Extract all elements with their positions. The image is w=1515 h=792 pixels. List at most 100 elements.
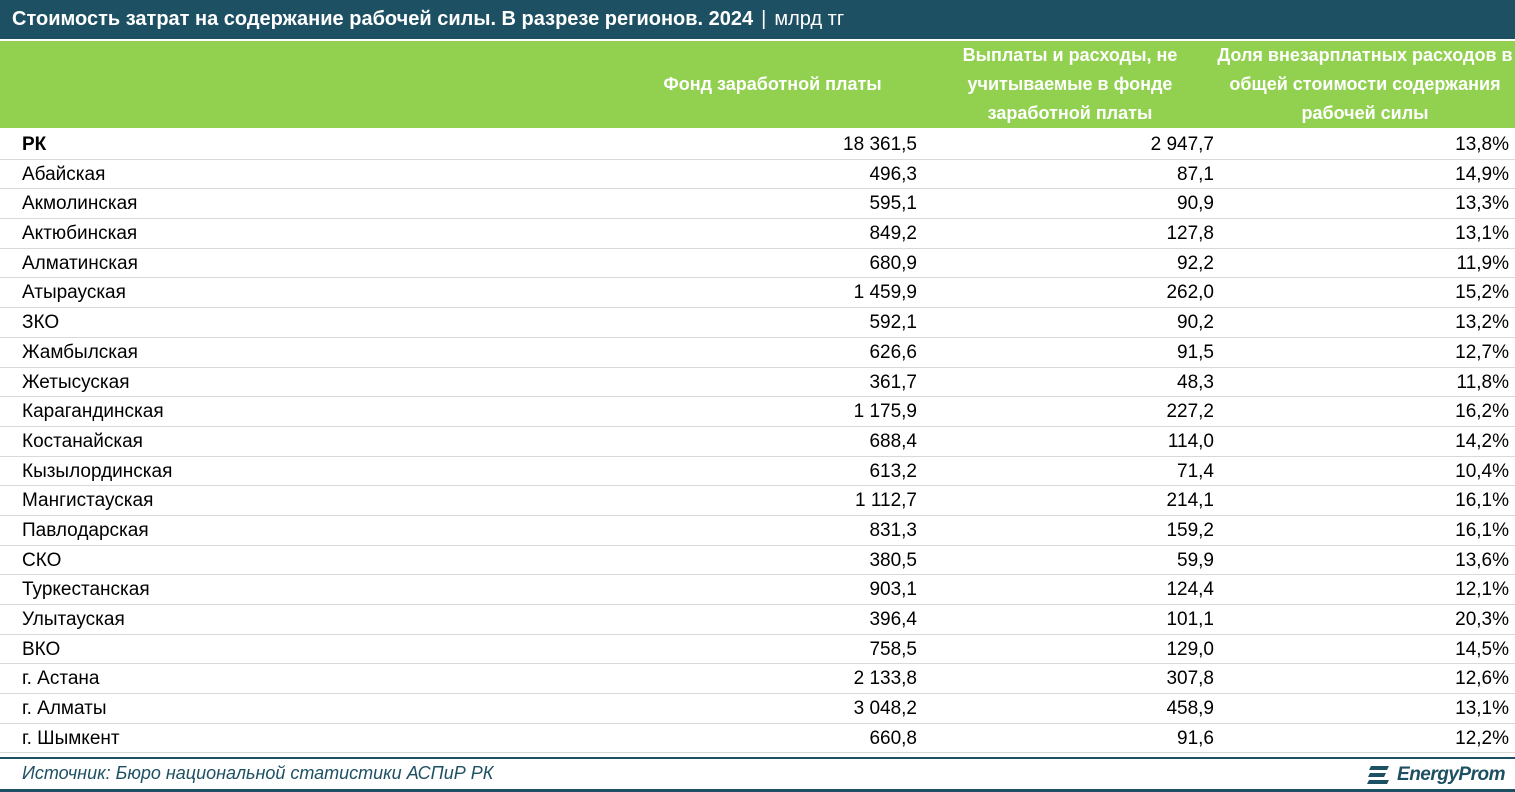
table-row: ЗКО 592,1 90,2 13,2%	[0, 308, 1515, 338]
non-wage-share-cell: 13,1%	[1455, 698, 1509, 720]
wage-fund-cell: 3 048,2	[853, 698, 917, 720]
wage-fund-cell: 660,8	[869, 727, 917, 749]
non-wage-payments-cell: 458,9	[1166, 698, 1214, 720]
table-row: Алматинская 680,9 92,2 11,9%	[0, 249, 1515, 279]
non-wage-share-cell: 13,8%	[1455, 134, 1509, 155]
non-wage-share-cell: 14,2%	[1455, 430, 1509, 452]
non-wage-payments-cell: 91,6	[1177, 727, 1214, 749]
title-bar: Стоимость затрат на содержание рабочей с…	[0, 0, 1515, 39]
non-wage-share-cell: 14,9%	[1455, 163, 1509, 185]
table-row: Абайская 496,3 87,1 14,9%	[0, 160, 1515, 190]
table-row: СКО 380,5 59,9 13,6%	[0, 546, 1515, 576]
non-wage-share-cell: 20,3%	[1455, 609, 1509, 630]
region-cell: Павлодарская	[22, 519, 149, 541]
region-cell: Атырауская	[22, 282, 126, 304]
non-wage-payments-cell: 90,2	[1177, 312, 1214, 334]
non-wage-payments-cell: 48,3	[1177, 371, 1214, 393]
non-wage-payments-cell: 71,4	[1177, 460, 1214, 482]
non-wage-payments-cell: 92,2	[1177, 252, 1214, 274]
region-cell: Мангистауская	[22, 490, 154, 512]
energyprom-logo-icon	[1367, 766, 1390, 784]
non-wage-payments-cell: 227,2	[1166, 401, 1214, 423]
non-wage-payments-cell: 2 947,7	[1150, 134, 1214, 155]
table-row: Акмолинская 595,1 90,9 13,3%	[0, 189, 1515, 220]
non-wage-share-cell: 16,1%	[1455, 490, 1509, 512]
non-wage-share-cell: 14,5%	[1455, 638, 1509, 660]
non-wage-payments-cell: 124,4	[1166, 579, 1214, 601]
non-wage-share-cell: 13,3%	[1455, 193, 1509, 215]
table-row: Жетысуская 361,7 48,3 11,8%	[0, 368, 1515, 398]
non-wage-payments-cell: 91,5	[1177, 341, 1214, 363]
table-row: ВКО 758,5 129,0 14,5%	[0, 635, 1515, 665]
wage-fund-cell: 1 175,9	[853, 401, 917, 423]
wage-fund-cell: 1 112,7	[855, 490, 917, 512]
table-row-total: РК 18 361,5 2 947,7 13,8%	[0, 130, 1515, 160]
table-row: Атырауская 1 459,9 262,0 15,2%	[0, 278, 1515, 309]
non-wage-share-cell: 12,7%	[1455, 341, 1509, 363]
region-cell: г. Астана	[22, 668, 100, 690]
non-wage-payments-cell: 307,8	[1166, 668, 1214, 690]
energyprom-logo: EnergyProm	[1367, 761, 1505, 789]
non-wage-payments-cell: 87,1	[1177, 163, 1214, 185]
region-cell: Туркестанская	[22, 579, 150, 601]
non-wage-payments-cell: 114,0	[1167, 430, 1214, 452]
table-row: Туркестанская 903,1 124,4 12,1%	[0, 575, 1515, 605]
region-cell: Актюбинская	[22, 223, 138, 245]
region-cell: Жамбылская	[22, 341, 138, 363]
wage-fund-cell: 361,7	[869, 371, 917, 393]
non-wage-share-cell: 11,8%	[1456, 371, 1509, 393]
table-row: Мангистауская 1 112,7 214,1 16,1%	[0, 486, 1515, 516]
non-wage-payments-cell: 101,1	[1166, 609, 1214, 630]
wage-fund-cell: 18 361,5	[843, 134, 917, 155]
table-row: Павлодарская 831,3 159,2 16,1%	[0, 516, 1515, 546]
non-wage-share-cell: 12,2%	[1455, 727, 1509, 749]
region-cell: Акмолинская	[22, 193, 138, 215]
non-wage-share-cell: 12,1%	[1455, 579, 1509, 601]
region-cell: СКО	[22, 549, 62, 571]
non-wage-share-cell: 12,6%	[1455, 668, 1509, 690]
wage-fund-cell: 2 133,8	[853, 668, 917, 690]
table-row: Карагандинская 1 175,9 227,2 16,2%	[0, 397, 1515, 427]
non-wage-share-cell: 13,6%	[1455, 549, 1509, 571]
non-wage-payments-cell: 159,2	[1166, 519, 1214, 541]
table-row: г. Алматы 3 048,2 458,9 13,1%	[0, 694, 1515, 724]
non-wage-payments-cell: 262,0	[1166, 282, 1214, 304]
region-cell: Карагандинская	[22, 401, 164, 423]
non-wage-share-cell: 16,1%	[1455, 519, 1509, 541]
table-row: Костанайская 688,4 114,0 14,2%	[0, 427, 1515, 457]
wage-fund-cell: 592,1	[869, 312, 917, 334]
non-wage-payments-cell: 59,9	[1177, 549, 1214, 571]
wage-fund-cell: 849,2	[869, 223, 917, 245]
region-cell: ЗКО	[22, 312, 60, 334]
non-wage-payments-cell: 214,1	[1166, 490, 1214, 512]
table-row: г. Астана 2 133,8 307,8 12,6%	[0, 664, 1515, 695]
table-row: Кызылординская 613,2 71,4 10,4%	[0, 457, 1515, 487]
non-wage-payments-cell: 127,8	[1166, 223, 1214, 245]
non-wage-share-cell: 11,9%	[1456, 252, 1509, 274]
region-cell: Жетысуская	[22, 371, 130, 393]
footer: Источник: Бюро национальной статистики А…	[0, 757, 1515, 792]
wage-fund-cell: 595,1	[869, 193, 917, 215]
table-row: Жамбылская 626,6 91,5 12,7%	[0, 338, 1515, 368]
non-wage-share-cell: 16,2%	[1455, 401, 1509, 423]
table-row: Улытауская 396,4 101,1 20,3%	[0, 605, 1515, 635]
non-wage-payments-cell: 90,9	[1177, 193, 1214, 215]
wage-fund-cell: 688,4	[869, 430, 917, 452]
page-title: Стоимость затрат на содержание рабочей с…	[12, 8, 754, 30]
wage-fund-cell: 496,3	[869, 163, 917, 185]
table-row: Актюбинская 849,2 127,8 13,1%	[0, 219, 1515, 249]
title-unit: млрд тг	[774, 8, 845, 30]
wage-fund-cell: 1 459,9	[853, 282, 917, 304]
wage-fund-cell: 613,2	[869, 460, 917, 482]
non-wage-share-cell: 15,2%	[1455, 282, 1509, 304]
region-cell: Алматинская	[22, 252, 138, 274]
title-separator: |	[761, 8, 767, 30]
source-note: Источник: Бюро национальной статистики А…	[22, 763, 494, 783]
non-wage-payments-cell: 129,0	[1166, 638, 1214, 660]
wage-fund-cell: 380,5	[869, 549, 917, 571]
wage-fund-cell: 396,4	[869, 609, 917, 630]
region-cell: Костанайская	[22, 430, 143, 452]
column-header-wage-fund: Фонд заработной платы	[663, 74, 882, 94]
region-cell: г. Шымкент	[22, 727, 120, 749]
